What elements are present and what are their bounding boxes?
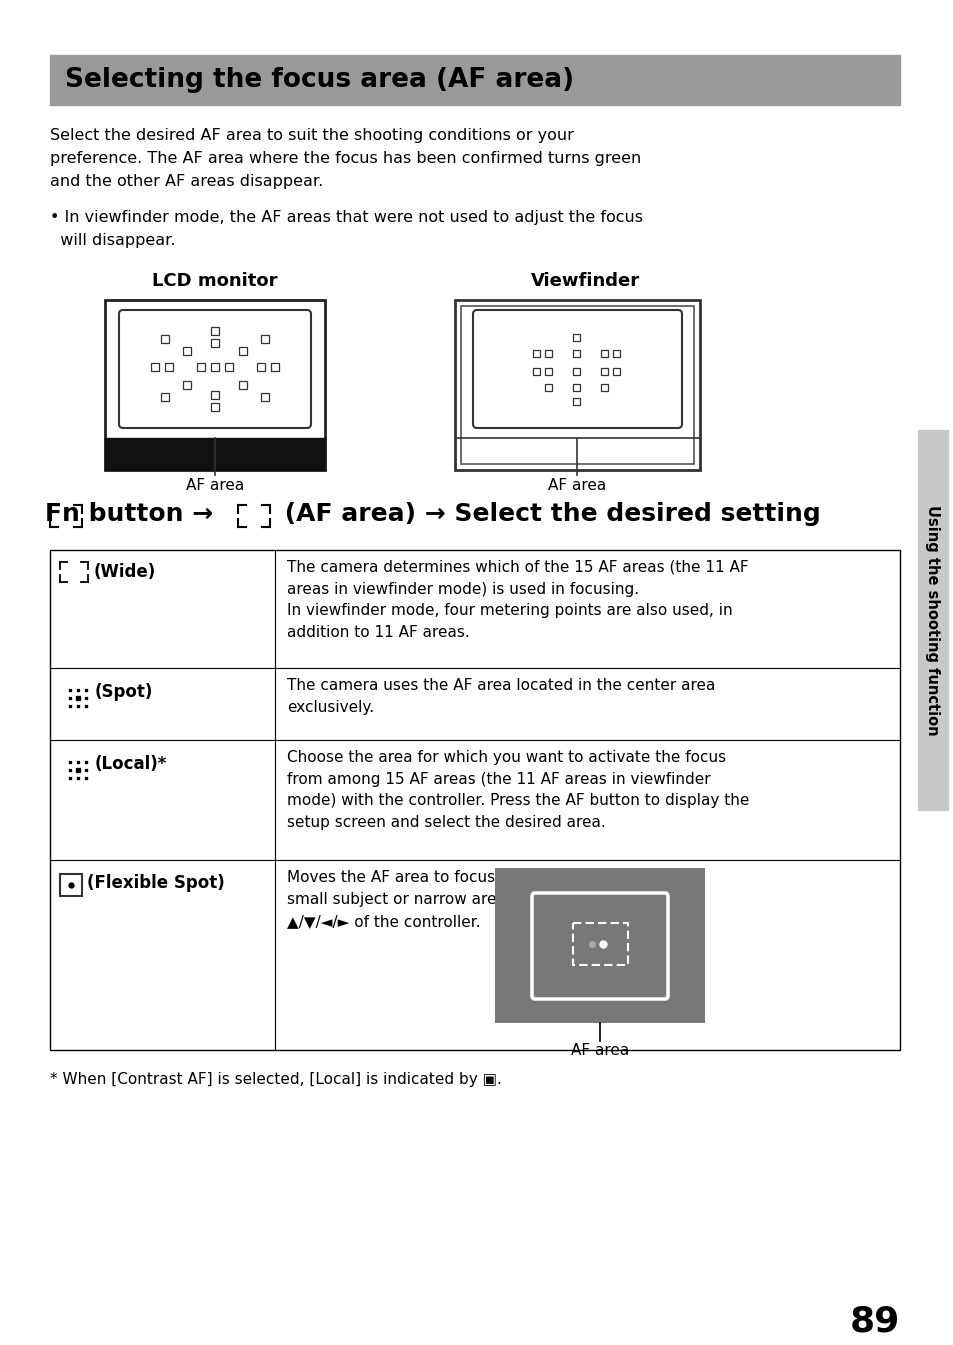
Bar [261, 393, 269, 401]
Bar [573, 398, 579, 405]
Bar [545, 367, 552, 374]
FancyBboxPatch shape [119, 309, 311, 428]
Bar [601, 383, 608, 390]
Bar [573, 334, 579, 340]
Bar [573, 367, 579, 374]
Bar [211, 363, 219, 371]
Text: AF area: AF area [570, 1042, 628, 1059]
Bar [545, 350, 552, 356]
Bar [256, 363, 265, 371]
Bar [225, 363, 233, 371]
Text: Using the shooting function: Using the shooting function [924, 504, 940, 736]
Bar [613, 350, 619, 356]
Bar [455, 300, 700, 469]
Text: * When [Contrast AF] is selected, [Local] is indicated by ▣.: * When [Contrast AF] is selected, [Local… [50, 1072, 501, 1087]
Text: The camera determines which of the 15 AF areas (the 11 AF
areas in viewfinder mo: The camera determines which of the 15 AF… [287, 560, 748, 640]
Text: • In viewfinder mode, the AF areas that were not used to adjust the focus
  will: • In viewfinder mode, the AF areas that … [50, 210, 642, 247]
Bar [460, 307, 693, 464]
Bar [105, 438, 325, 469]
Text: (AF area) → Select the desired setting: (AF area) → Select the desired setting [275, 502, 820, 526]
Bar [161, 335, 169, 343]
Bar [50, 55, 899, 105]
Bar [211, 404, 219, 412]
Bar [165, 363, 172, 371]
Bar [573, 350, 579, 356]
Bar [573, 383, 579, 390]
Text: Moves the AF area to focus on a
small subject or narrow area with
▲/▼/◄/► of the: Moves the AF area to focus on a small su… [287, 870, 542, 929]
Bar [211, 391, 219, 399]
Bar [60, 874, 82, 896]
Bar [545, 383, 552, 390]
Text: LCD monitor: LCD monitor [152, 272, 277, 291]
Text: Select the desired AF area to suit the shooting conditions or your
preference. T: Select the desired AF area to suit the s… [50, 128, 640, 188]
Bar [161, 393, 169, 401]
Text: AF area: AF area [547, 477, 605, 494]
Text: Fn button →: Fn button → [45, 502, 213, 526]
Bar [183, 381, 191, 389]
Text: (Local)*: (Local)* [95, 755, 167, 773]
Bar [239, 347, 247, 355]
Bar [533, 367, 540, 374]
Bar [271, 363, 278, 371]
Bar [495, 868, 704, 1024]
Text: AF area: AF area [186, 477, 244, 494]
Bar [261, 335, 269, 343]
Bar [917, 430, 947, 810]
Bar [533, 350, 540, 356]
Bar [239, 381, 247, 389]
Bar [183, 347, 191, 355]
Text: (Flexible Spot): (Flexible Spot) [87, 874, 225, 892]
Text: Selecting the focus area (AF area): Selecting the focus area (AF area) [65, 67, 574, 93]
Bar [151, 363, 159, 371]
Text: 89: 89 [849, 1305, 899, 1340]
Bar [211, 339, 219, 347]
Text: (Spot): (Spot) [95, 683, 153, 701]
Bar [50, 550, 899, 1050]
Bar [196, 363, 205, 371]
Text: Viewfinder: Viewfinder [530, 272, 639, 291]
Text: The camera uses the AF area located in the center area
exclusively.: The camera uses the AF area located in t… [287, 678, 715, 714]
Bar [601, 367, 608, 374]
Text: Choose the area for which you want to activate the focus
from among 15 AF areas : Choose the area for which you want to ac… [287, 751, 749, 830]
Bar [613, 367, 619, 374]
Bar [601, 350, 608, 356]
Text: (Wide): (Wide) [94, 564, 156, 581]
FancyBboxPatch shape [105, 300, 325, 469]
FancyBboxPatch shape [473, 309, 681, 428]
Bar [573, 923, 627, 964]
Bar [211, 327, 219, 335]
